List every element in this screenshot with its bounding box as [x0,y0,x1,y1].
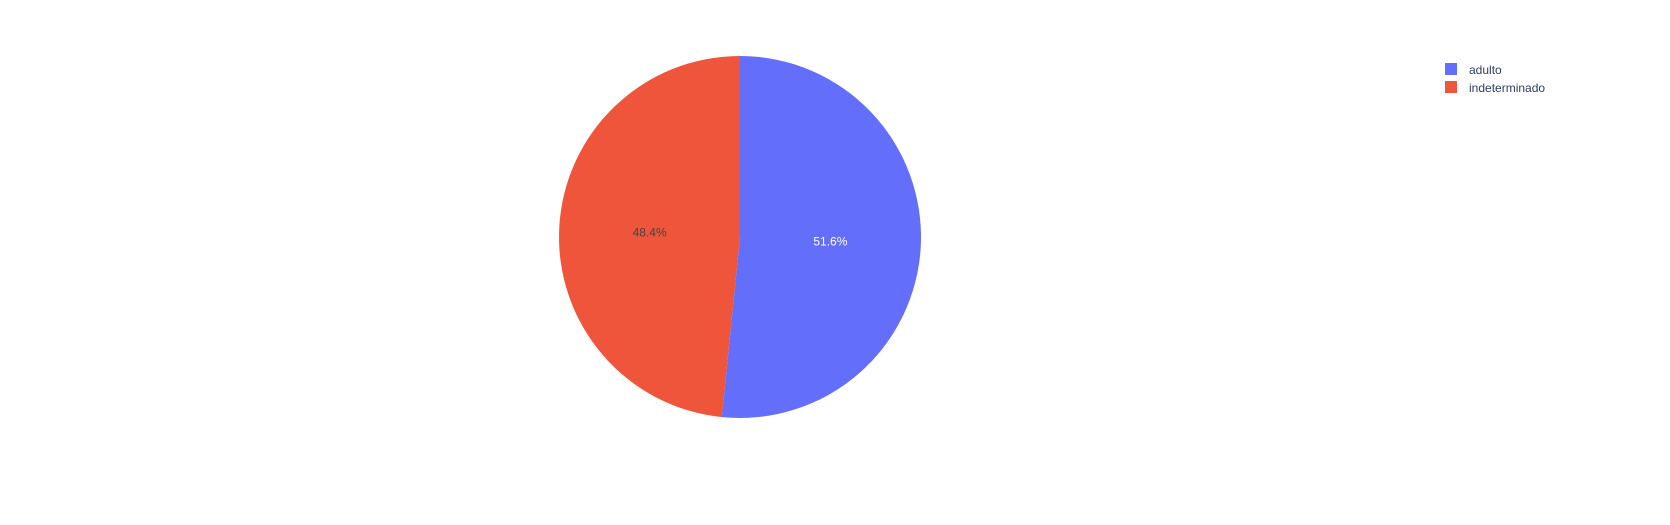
slice-label-indeterminado: 48.4% [633,225,667,239]
legend: adulto indeterminado [1445,63,1545,95]
pie-slice-labels: 51.6% 48.4% [633,225,848,248]
legend-swatch-indeterminado [1445,81,1457,93]
pie-slices [559,55,922,418]
legend-swatch-adulto [1445,63,1457,75]
slice-label-adulto: 51.6% [813,235,847,249]
legend-label-adulto: adulto [1469,63,1502,77]
pie-slice-indeterminado[interactable] [559,56,740,418]
legend-item-adulto[interactable]: adulto [1445,63,1502,77]
pie-slice-adulto[interactable] [721,55,922,418]
legend-item-indeterminado[interactable]: indeterminado [1445,81,1545,95]
legend-label-indeterminado: indeterminado [1469,81,1545,95]
